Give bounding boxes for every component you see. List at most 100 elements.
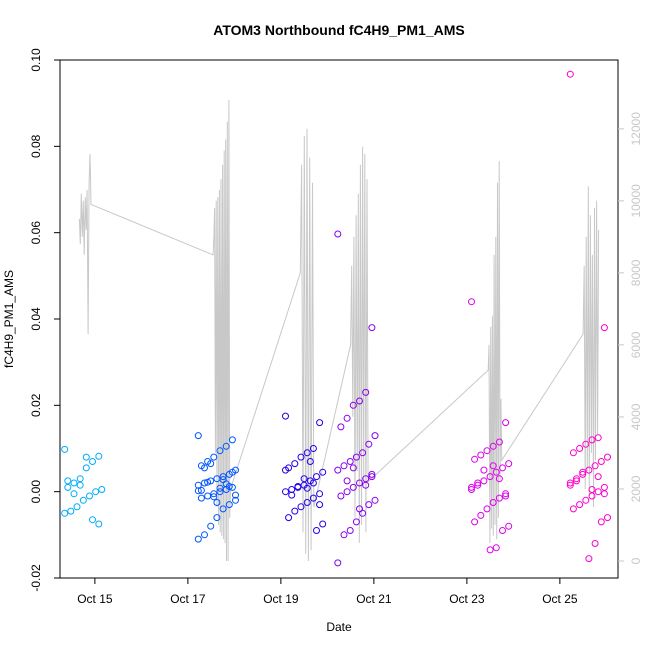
data-point <box>566 70 574 78</box>
data-point <box>337 492 345 500</box>
y-tick-label: 0.10 <box>29 48 43 72</box>
data-point <box>502 419 510 427</box>
data-point <box>483 505 491 513</box>
data-point <box>291 460 299 468</box>
data-point <box>228 483 236 491</box>
data-point <box>352 453 360 461</box>
line-series-layer <box>78 99 600 562</box>
data-point <box>216 484 224 492</box>
y-axis-label: fC4H9_PM1_AMS <box>2 270 16 368</box>
data-point <box>486 546 494 554</box>
data-point <box>82 464 90 472</box>
data-point <box>334 466 342 474</box>
data-point <box>219 505 227 513</box>
x-tick-label: Oct 19 <box>263 592 299 606</box>
data-point <box>359 449 367 457</box>
data-point <box>194 487 202 495</box>
data-point <box>346 458 354 465</box>
data-point <box>569 505 577 513</box>
x-tick-label: Oct 15 <box>77 592 113 606</box>
data-point <box>566 481 574 489</box>
y2-tick-label: 2000 <box>629 475 643 502</box>
data-point <box>343 414 351 422</box>
data-point <box>600 483 608 491</box>
data-point <box>343 477 351 485</box>
data-point <box>349 464 357 472</box>
data-point <box>588 436 596 444</box>
data-point <box>228 436 236 444</box>
data-point <box>210 453 218 461</box>
data-point <box>346 527 354 534</box>
data-point <box>365 440 373 448</box>
data-point <box>309 479 317 487</box>
x-tick-label: Oct 21 <box>356 592 392 606</box>
data-point <box>569 449 577 457</box>
data-point <box>477 511 485 519</box>
data-point <box>201 479 208 487</box>
y-tick-label: 0.00 <box>29 480 43 504</box>
data-point <box>499 527 506 534</box>
data-point <box>483 447 491 455</box>
data-point <box>316 501 324 509</box>
data-point <box>337 423 345 431</box>
data-point <box>70 479 78 487</box>
data-point <box>232 496 239 504</box>
data-point <box>213 514 221 522</box>
y-tick-label: 0.08 <box>29 134 43 158</box>
data-point <box>585 466 593 474</box>
data-point <box>297 453 305 461</box>
data-point <box>334 559 342 567</box>
data-point <box>340 462 348 470</box>
x-tick-label: Oct 17 <box>170 592 206 606</box>
data-point <box>207 522 215 530</box>
data-point <box>477 451 485 459</box>
data-point <box>356 479 363 487</box>
data-point <box>502 492 510 500</box>
data-point <box>207 460 215 468</box>
data-point <box>222 442 230 450</box>
data-point <box>471 455 479 463</box>
line-series <box>78 99 600 562</box>
data-point <box>309 445 317 452</box>
data-point <box>95 452 103 460</box>
data-point <box>486 473 494 481</box>
data-point <box>597 518 605 526</box>
data-point <box>594 434 602 442</box>
data-point <box>297 503 305 511</box>
data-point <box>594 488 602 496</box>
data-point <box>471 518 479 526</box>
y-tick-label: 0.02 <box>29 393 43 417</box>
y-tick-label: 0.04 <box>29 307 43 331</box>
data-point <box>576 501 584 509</box>
data-point <box>89 458 96 465</box>
data-point <box>64 483 72 491</box>
data-point <box>340 531 348 539</box>
data-point <box>588 486 596 493</box>
data-point <box>573 477 580 485</box>
data-point <box>282 466 289 474</box>
data-point <box>313 473 320 481</box>
data-point <box>316 490 324 498</box>
data-point <box>204 478 212 486</box>
data-point <box>64 477 72 485</box>
data-point <box>566 479 574 487</box>
data-point <box>365 501 373 509</box>
data-point <box>210 490 218 498</box>
data-point <box>194 432 202 440</box>
data-point <box>207 477 215 485</box>
data-point <box>95 520 103 528</box>
data-point <box>319 520 327 528</box>
data-point <box>505 522 513 530</box>
data-point <box>204 492 212 500</box>
data-point <box>356 505 363 513</box>
data-point <box>92 488 100 496</box>
data-point <box>604 453 611 461</box>
data-point <box>216 447 224 455</box>
y2-tick-label: 12000 <box>629 112 643 146</box>
data-point <box>219 476 227 484</box>
data-point <box>82 453 90 461</box>
data-point <box>285 514 293 522</box>
x-tick-label: Oct 25 <box>542 592 578 606</box>
data-point <box>309 494 317 502</box>
data-point <box>371 496 379 504</box>
